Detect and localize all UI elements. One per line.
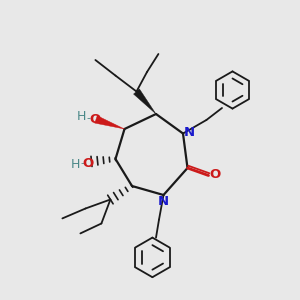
Text: N: N <box>184 126 195 139</box>
Polygon shape <box>95 116 124 129</box>
Text: -: - <box>81 158 85 168</box>
Text: O: O <box>82 157 94 170</box>
Text: H: H <box>70 158 80 172</box>
Text: N: N <box>158 195 169 208</box>
Text: O: O <box>209 168 221 181</box>
Text: O: O <box>89 113 100 126</box>
Text: H: H <box>76 110 86 124</box>
Polygon shape <box>134 89 156 114</box>
Text: -: - <box>87 113 91 123</box>
